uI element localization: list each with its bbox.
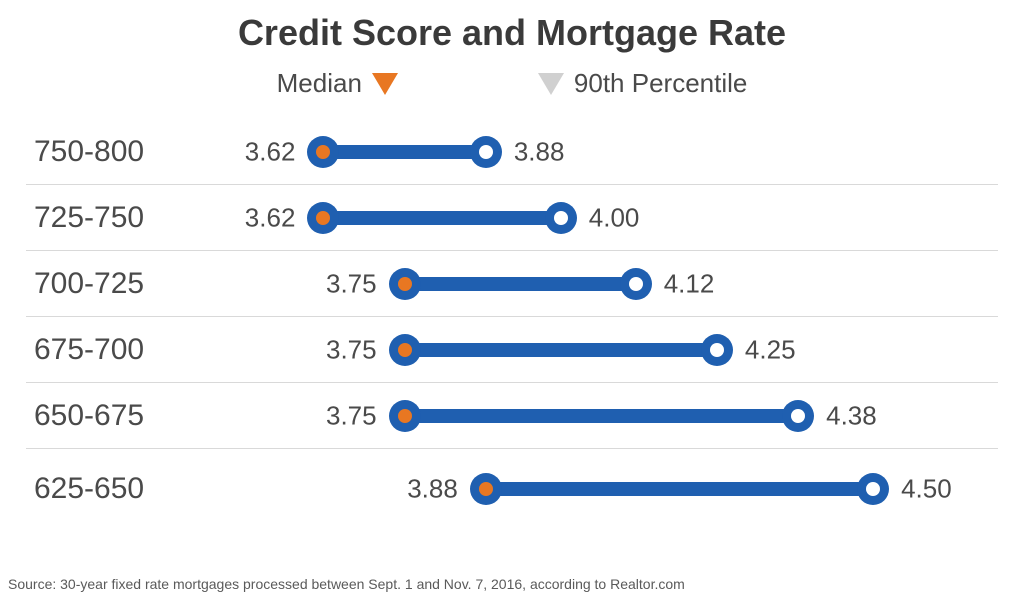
- range-bar: [486, 482, 873, 496]
- range-bar: [405, 277, 636, 291]
- p90-value: 4.25: [745, 335, 796, 366]
- p90-marker-inner: [554, 211, 568, 225]
- row-label: 700-725: [26, 267, 186, 301]
- row-label: 625-650: [26, 472, 186, 506]
- range-bar: [323, 211, 560, 225]
- row-track: 3.88 4.50: [186, 449, 998, 529]
- median-value: 3.75: [326, 401, 377, 432]
- chart-row: 650-675 3.75 4.38: [26, 383, 998, 449]
- p90-marker-inner: [629, 277, 643, 291]
- chart-row: 625-650 3.88 4.50: [26, 449, 998, 529]
- row-track: 3.62 3.88: [186, 119, 998, 185]
- row-label: 650-675: [26, 399, 186, 433]
- source-text: Source: 30-year fixed rate mortgages pro…: [8, 576, 685, 592]
- median-value: 3.75: [326, 335, 377, 366]
- range-bar: [405, 343, 717, 357]
- median-marker-inner: [398, 409, 412, 423]
- p90-value: 3.88: [514, 137, 565, 168]
- p90-value: 4.38: [826, 401, 877, 432]
- median-value: 3.62: [245, 137, 296, 168]
- chart-title: Credit Score and Mortgage Rate: [20, 12, 1004, 54]
- row-track: 3.62 4.00: [186, 185, 998, 251]
- p90-value: 4.12: [664, 269, 715, 300]
- range-bar: [323, 145, 485, 159]
- p90-marker-inner: [710, 343, 724, 357]
- legend: Median 90th Percentile: [20, 68, 1004, 99]
- median-marker-inner: [398, 277, 412, 291]
- median-value: 3.62: [245, 203, 296, 234]
- p90-marker-inner: [866, 482, 880, 496]
- legend-percentile-label: 90th Percentile: [574, 68, 747, 99]
- p90-value: 4.00: [589, 203, 640, 234]
- median-marker-inner: [316, 145, 330, 159]
- chart-row: 675-700 3.75 4.25: [26, 317, 998, 383]
- legend-median: Median: [277, 68, 398, 99]
- legend-median-label: Median: [277, 68, 362, 99]
- range-bar: [405, 409, 799, 423]
- row-track: 3.75 4.38: [186, 383, 998, 449]
- median-marker-inner: [479, 482, 493, 496]
- p90-value: 4.50: [901, 474, 952, 505]
- p90-marker-inner: [791, 409, 805, 423]
- chart-row: 750-800 3.62 3.88: [26, 119, 998, 185]
- p90-marker-inner: [479, 145, 493, 159]
- median-value: 3.75: [326, 269, 377, 300]
- legend-percentile: 90th Percentile: [538, 68, 747, 99]
- triangle-down-icon: [372, 73, 398, 95]
- median-marker-inner: [316, 211, 330, 225]
- chart-row: 700-725 3.75 4.12: [26, 251, 998, 317]
- row-track: 3.75 4.25: [186, 317, 998, 383]
- median-marker-inner: [398, 343, 412, 357]
- chart-container: Credit Score and Mortgage Rate Median 90…: [0, 0, 1024, 600]
- chart-row: 725-750 3.62 4.00: [26, 185, 998, 251]
- row-track: 3.75 4.12: [186, 251, 998, 317]
- median-value: 3.88: [407, 474, 458, 505]
- row-label: 725-750: [26, 201, 186, 235]
- chart-rows: 750-8003.623.88725-7503.624.00700-7253.7…: [20, 119, 1004, 529]
- row-label: 675-700: [26, 333, 186, 367]
- triangle-down-icon: [538, 73, 564, 95]
- row-label: 750-800: [26, 135, 186, 169]
